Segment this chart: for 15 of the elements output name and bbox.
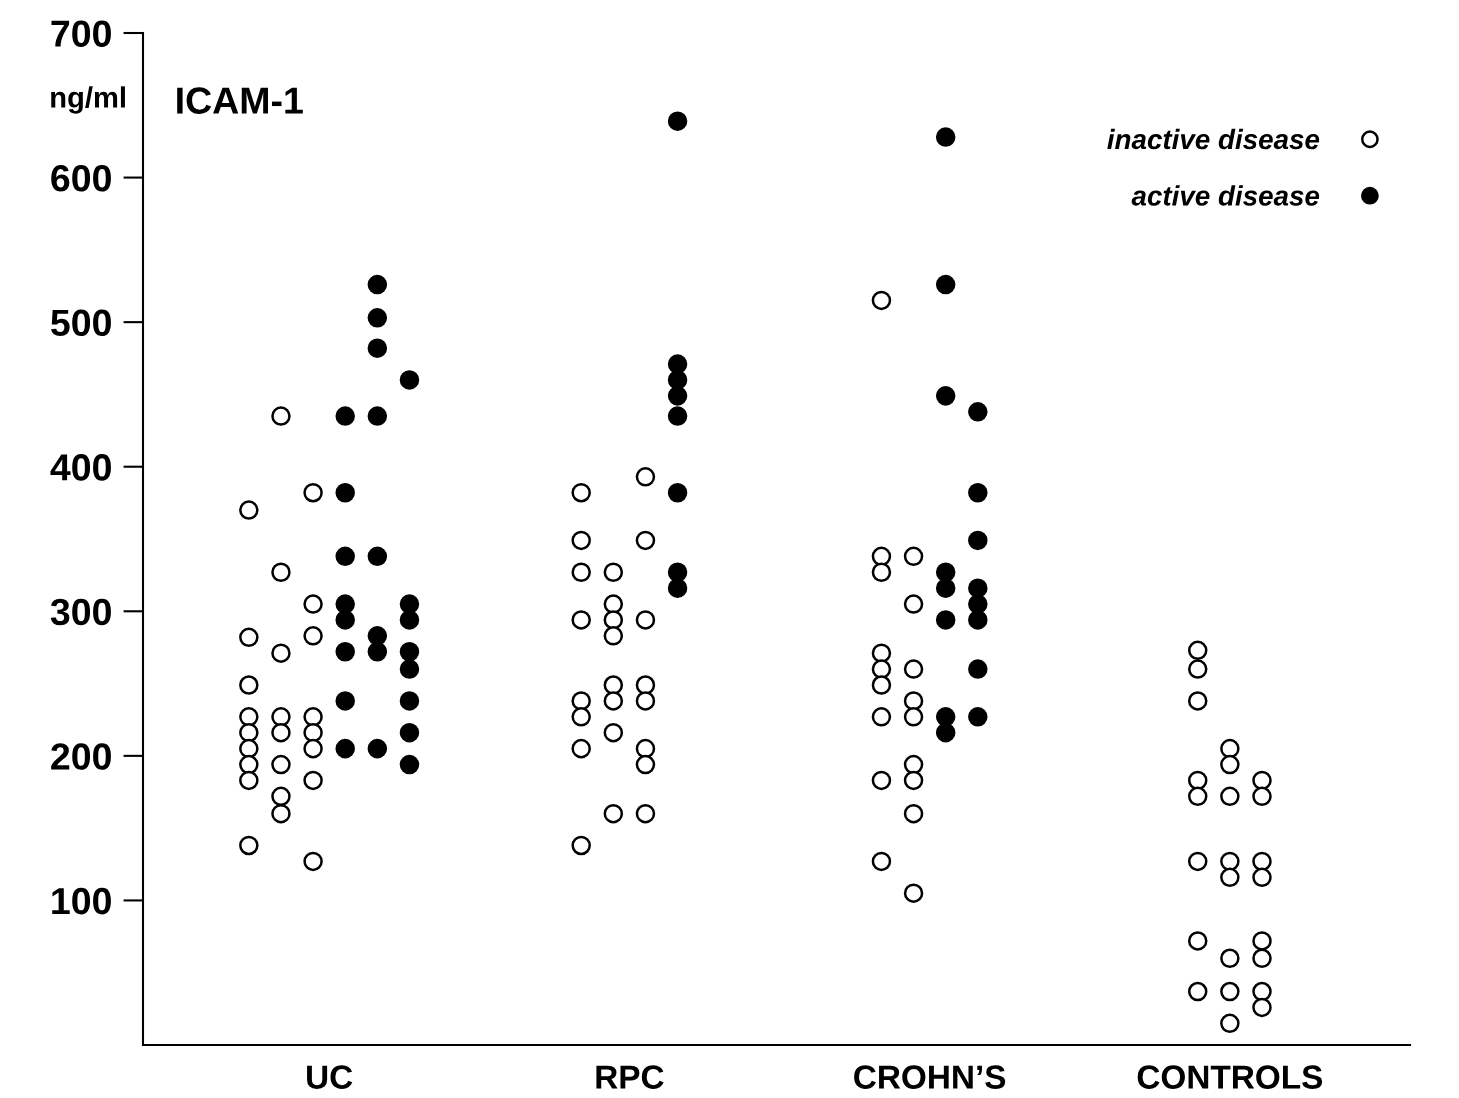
x-tick-label: CROHN’S xyxy=(854,1065,1006,1089)
y-tick-label: 600 xyxy=(51,164,111,192)
y-tick-label: 100 xyxy=(52,887,111,915)
x-tick-label: UC xyxy=(307,1065,353,1089)
legend-label: inactive disease xyxy=(1107,128,1320,150)
y-tick-label: 500 xyxy=(51,309,111,337)
x-tick-label: RPC xyxy=(596,1065,664,1089)
y-tick-label: 300 xyxy=(50,598,111,626)
y-tick-label: 700 xyxy=(51,20,111,47)
y-tick-label: 400 xyxy=(50,454,111,481)
y-axis-title: ng/ml xyxy=(51,86,125,114)
legend-label: active disease xyxy=(1131,185,1320,206)
text: ICAM-1 xyxy=(177,87,303,114)
y-tick-label: 200 xyxy=(51,743,111,770)
x-tick-label: CONTROLS xyxy=(1137,1065,1323,1089)
